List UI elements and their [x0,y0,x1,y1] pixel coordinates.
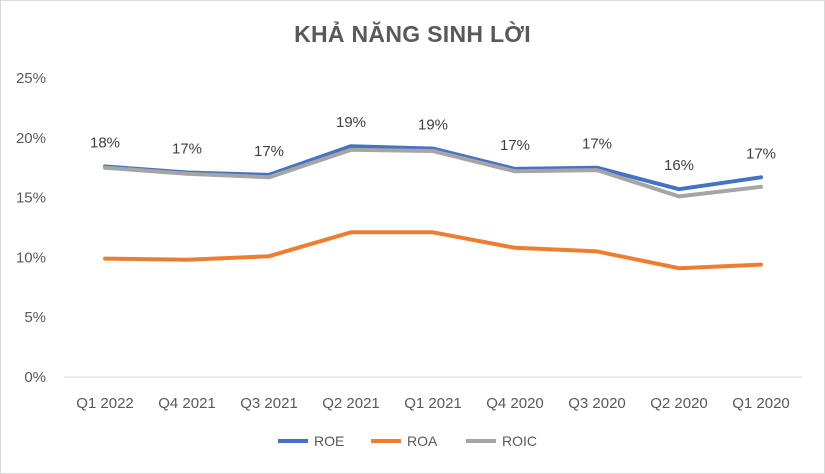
data-label: 17% [254,143,284,160]
x-tick-label: Q1 2021 [404,395,462,412]
series-line-roa [103,230,763,271]
legend-label-roe: ROE [314,433,344,449]
y-tick-label: 25% [16,70,46,87]
series-line-roic [103,147,763,199]
chart-title: KHẢ NĂNG SINH LỜI [294,21,531,47]
data-label: 16% [664,157,694,174]
data-label: 19% [418,117,448,134]
data-label: 17% [172,140,202,157]
x-tick-label: Q4 2021 [158,395,216,412]
y-tick-label: 20% [16,130,46,147]
y-tick-label: 15% [16,190,46,207]
x-tick-label: Q2 2021 [322,395,380,412]
y-tick-label: 10% [16,249,46,266]
y-tick-label: 5% [24,309,46,326]
legend-label-roa: ROA [407,433,438,449]
x-tick-label: Q1 2022 [76,395,134,412]
x-tick-label: Q4 2020 [486,395,544,412]
x-tick-label: Q1 2020 [732,395,790,412]
data-label: 17% [500,137,530,154]
data-label: 18% [90,135,120,152]
data-label: 17% [582,136,612,153]
x-tick-label: Q3 2021 [240,395,298,412]
x-tick-label: Q2 2020 [650,395,708,412]
data-label: 19% [336,114,366,131]
y-tick-label: 0% [24,369,46,386]
x-tick-label: Q3 2020 [568,395,626,412]
data-label: 17% [746,145,776,162]
legend-label-roic: ROIC [502,433,537,449]
